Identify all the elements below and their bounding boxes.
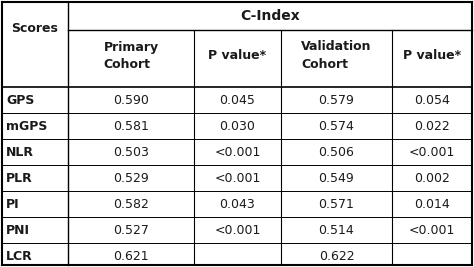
Text: PI: PI [6,198,19,210]
Text: 0.022: 0.022 [414,120,450,132]
Text: 0.622: 0.622 [319,249,354,262]
Text: 0.549: 0.549 [319,171,355,184]
Text: C-Index: C-Index [240,9,300,23]
Text: mGPS: mGPS [6,120,47,132]
Text: 0.506: 0.506 [319,146,355,159]
Text: <0.001: <0.001 [409,223,455,237]
Text: 0.045: 0.045 [219,93,255,107]
Text: P value*: P value* [209,49,266,62]
Text: 0.014: 0.014 [414,198,450,210]
Text: 0.581: 0.581 [113,120,149,132]
Text: 0.503: 0.503 [113,146,149,159]
Text: LCR: LCR [6,249,33,262]
Text: 0.527: 0.527 [113,223,149,237]
Text: Scores: Scores [11,22,58,34]
Text: <0.001: <0.001 [214,146,261,159]
Text: 0.514: 0.514 [319,223,355,237]
Text: Validation
Cohort: Validation Cohort [301,41,372,70]
Text: 0.571: 0.571 [319,198,355,210]
Text: NLR: NLR [6,146,34,159]
Text: P value*: P value* [403,49,461,62]
Text: 0.582: 0.582 [113,198,149,210]
Text: <0.001: <0.001 [214,171,261,184]
Text: 0.574: 0.574 [319,120,355,132]
Text: 0.054: 0.054 [414,93,450,107]
Text: PNI: PNI [6,223,30,237]
Text: <0.001: <0.001 [214,223,261,237]
Text: 0.579: 0.579 [319,93,355,107]
Text: GPS: GPS [6,93,35,107]
Text: Primary
Cohort: Primary Cohort [103,41,159,70]
Text: 0.030: 0.030 [219,120,255,132]
Text: 0.043: 0.043 [219,198,255,210]
Text: PLR: PLR [6,171,33,184]
Text: 0.002: 0.002 [414,171,450,184]
Text: 0.529: 0.529 [113,171,149,184]
Text: 0.621: 0.621 [113,249,149,262]
Text: 0.590: 0.590 [113,93,149,107]
Text: <0.001: <0.001 [409,146,455,159]
